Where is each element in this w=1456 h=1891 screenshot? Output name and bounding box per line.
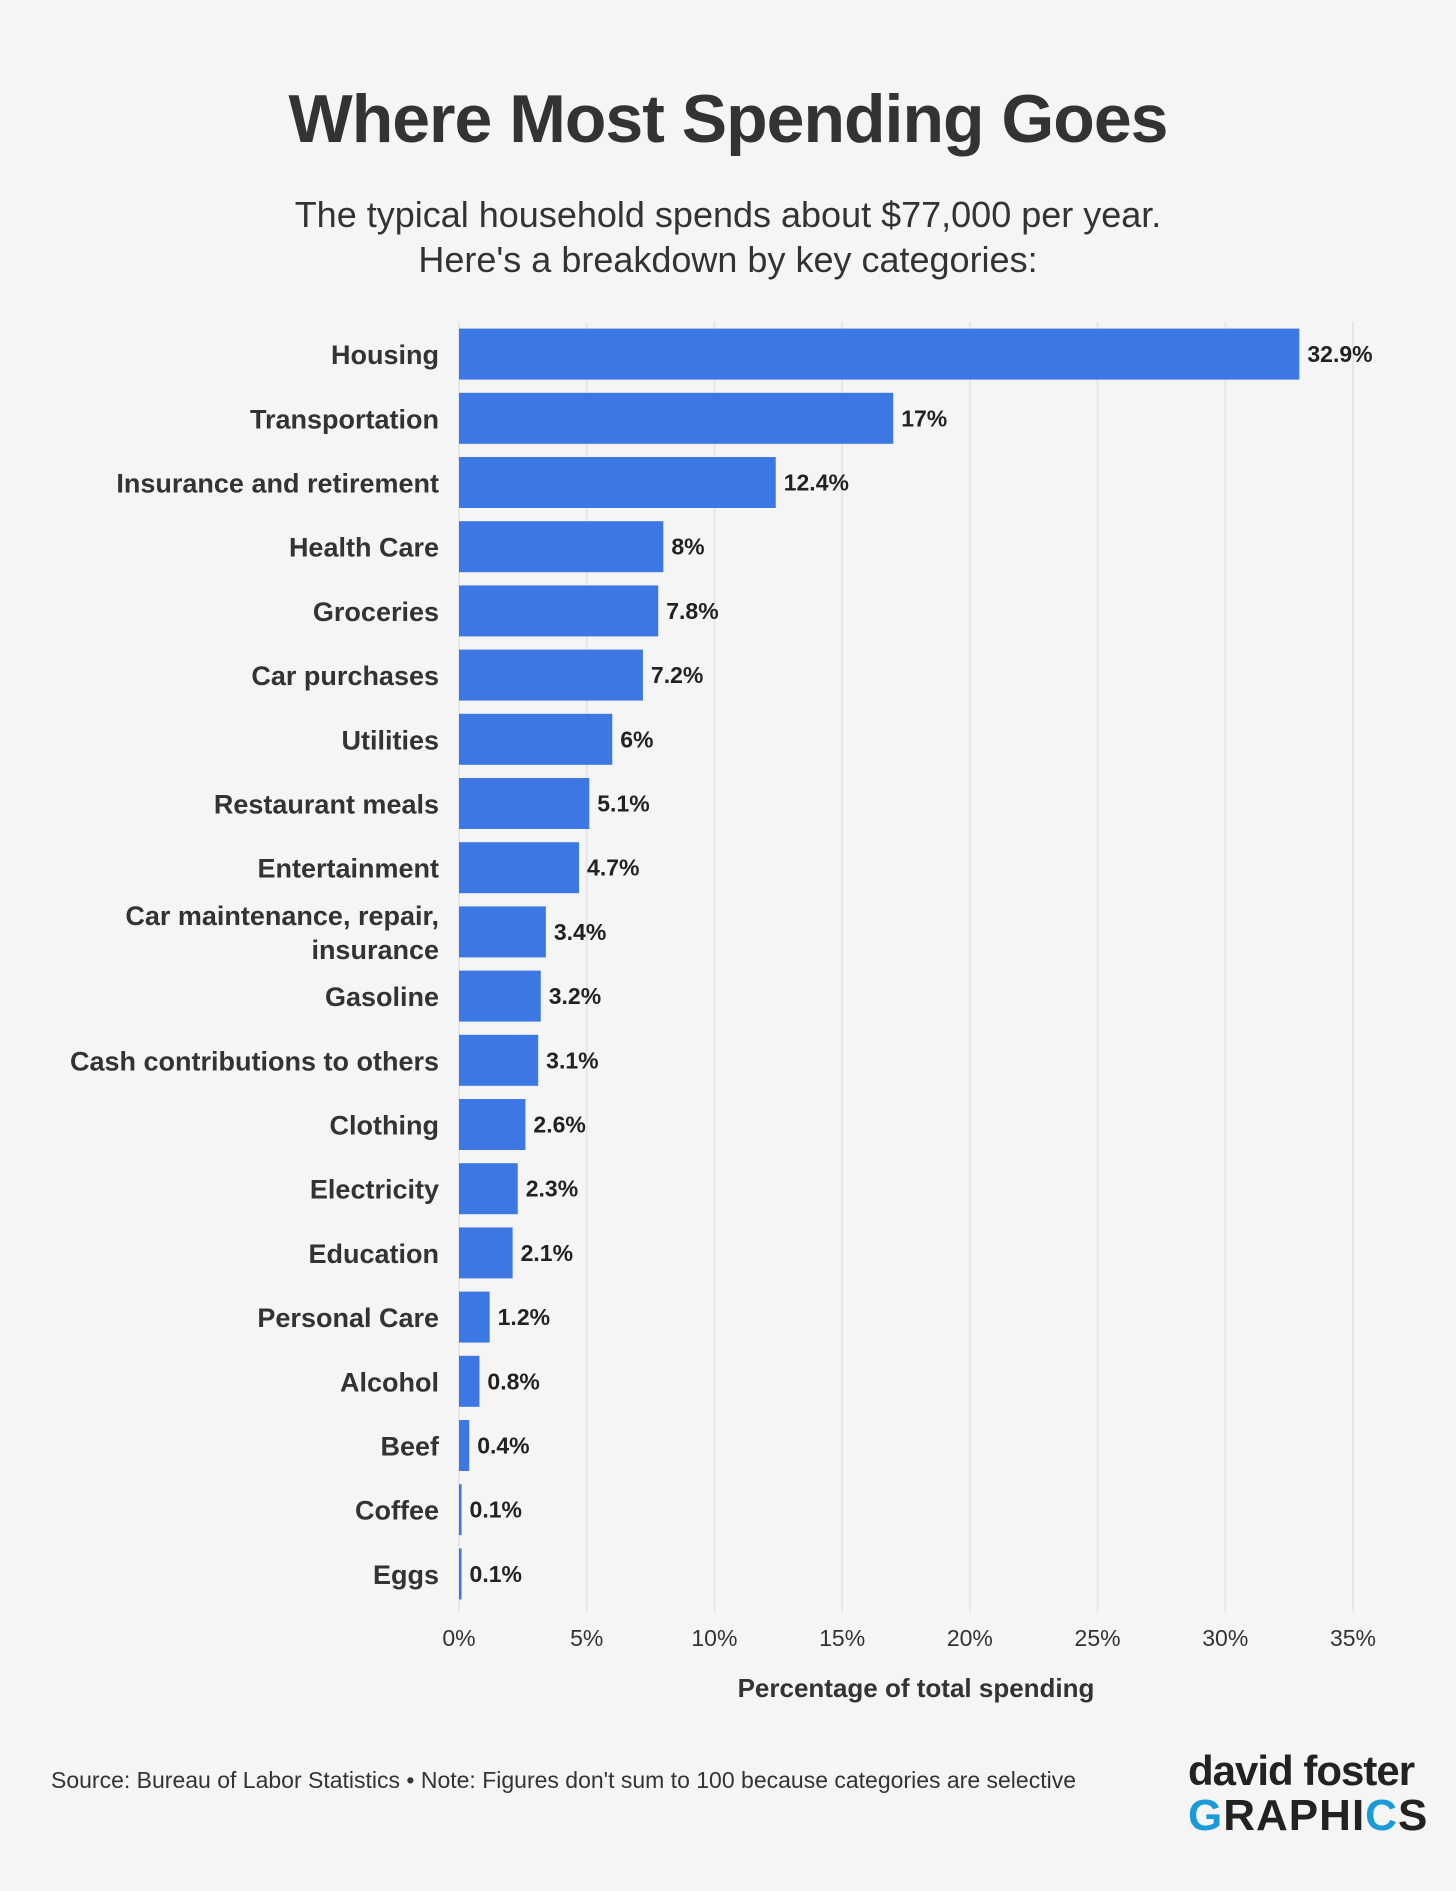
x-tick-label: 30% xyxy=(1202,1625,1248,1651)
category-label: Housing xyxy=(331,340,439,370)
chart-title: Where Most Spending Goes xyxy=(288,81,1169,157)
x-tick-label: 35% xyxy=(1330,1625,1376,1651)
source-note: Source: Bureau of Labor Statistics • Not… xyxy=(51,1767,1076,1793)
bar xyxy=(459,649,643,701)
bar-value-label: 2.6% xyxy=(533,1112,585,1138)
category-label: Education xyxy=(308,1239,439,1269)
bar-value-label: 0.4% xyxy=(477,1433,529,1459)
bar-value-label: 2.1% xyxy=(521,1240,573,1266)
bar-value-label: 5.1% xyxy=(597,791,649,817)
bar-chart: Housing Transportation Insurance and retir… xyxy=(70,322,1376,1703)
category-label: Gasoline xyxy=(325,982,439,1012)
category-label: Beef xyxy=(380,1432,440,1462)
bar-value-label: 17% xyxy=(901,405,947,431)
x-axis-title: Percentage of total spending xyxy=(738,1673,1095,1703)
bar xyxy=(459,1099,526,1150)
category-label: Utilities xyxy=(341,725,439,755)
bar-value-label: 3.1% xyxy=(546,1047,598,1073)
brand-name: david foster xyxy=(1188,1747,1415,1794)
category-label: Coffee xyxy=(355,1496,439,1526)
x-tick-label: 20% xyxy=(947,1625,993,1651)
category-label: Alcohol xyxy=(340,1367,439,1397)
bar-value-label: 12.4% xyxy=(784,470,849,496)
bar-value-label: 6% xyxy=(620,726,653,752)
bar-value-label: 0.8% xyxy=(487,1368,539,1394)
chart-subtitle-line-1: The typical household spends about $77,0… xyxy=(294,194,1162,235)
category-label: Restaurant meals xyxy=(214,790,439,820)
value-labels: 32.9% 17% 12.4% 8% 7.8% 7.2% 6% 5.1% 4.7% 3.4% 3.2… xyxy=(470,341,1373,1587)
bar-value-label: 1.2% xyxy=(498,1304,550,1330)
category-label: Personal Care xyxy=(257,1303,439,1333)
category-label: Eggs xyxy=(373,1560,439,1590)
bar xyxy=(459,713,613,765)
bar xyxy=(459,842,580,894)
bar xyxy=(459,521,664,573)
bar xyxy=(459,778,590,829)
bar-value-label: 3.2% xyxy=(549,983,601,1009)
chart-subtitle-line-2: Here's a breakdown by key categories: xyxy=(418,239,1038,280)
category-label: Transportation xyxy=(250,404,439,434)
brand-logo: david foster GRAPHICS xyxy=(1188,1747,1429,1840)
bar xyxy=(459,1355,480,1407)
x-tick-label: 25% xyxy=(1075,1625,1121,1651)
bar xyxy=(459,1034,539,1086)
bar-value-label: 3.4% xyxy=(554,919,606,945)
bar xyxy=(459,457,776,508)
bar-value-label: 7.8% xyxy=(666,598,718,624)
bar xyxy=(459,585,659,637)
category-label: Cash contributions to others xyxy=(70,1046,439,1076)
category-label: Groceries xyxy=(313,597,439,627)
bar-value-label: 32.9% xyxy=(1307,341,1372,367)
bar xyxy=(459,1291,490,1343)
bar-value-label: 2.3% xyxy=(526,1176,578,1202)
bar-value-label: 8% xyxy=(671,534,704,560)
bar xyxy=(459,1548,462,1600)
bar xyxy=(459,328,1300,380)
x-tick-label: 10% xyxy=(691,1625,737,1651)
gridlines xyxy=(458,322,1354,1612)
bar xyxy=(459,970,541,1022)
bar-value-label: 7.2% xyxy=(651,662,703,688)
category-label: Health Care xyxy=(289,533,439,563)
x-tick-label: 15% xyxy=(819,1625,865,1651)
bar xyxy=(459,1484,462,1536)
bar-value-label: 4.7% xyxy=(587,855,639,881)
bars xyxy=(459,328,1300,1600)
category-label: Insurance and retirement xyxy=(116,469,439,499)
bar xyxy=(459,1420,470,1471)
category-label: Clothing xyxy=(330,1111,439,1141)
category-label: Electricity xyxy=(310,1175,439,1205)
x-tick-label: 0% xyxy=(442,1625,475,1651)
category-label: Entertainment xyxy=(257,854,439,884)
bar-value-label: 0.1% xyxy=(470,1561,522,1587)
bar xyxy=(459,392,894,444)
x-axis-ticks: 0% 5% 10% 15% 20% 25% 30% 35% xyxy=(442,1625,1376,1651)
category-label: Car purchases xyxy=(251,661,439,691)
category-label: Car maintenance, repair, insurance xyxy=(125,901,439,965)
bar xyxy=(459,1163,518,1215)
bar xyxy=(459,906,546,958)
x-tick-label: 5% xyxy=(570,1625,603,1651)
brand-wordmark: GRAPHICS xyxy=(1188,1791,1429,1840)
bar xyxy=(459,1227,513,1279)
bar-value-label: 0.1% xyxy=(470,1497,522,1523)
category-labels: Housing Transportation Insurance and retir… xyxy=(70,340,440,1590)
